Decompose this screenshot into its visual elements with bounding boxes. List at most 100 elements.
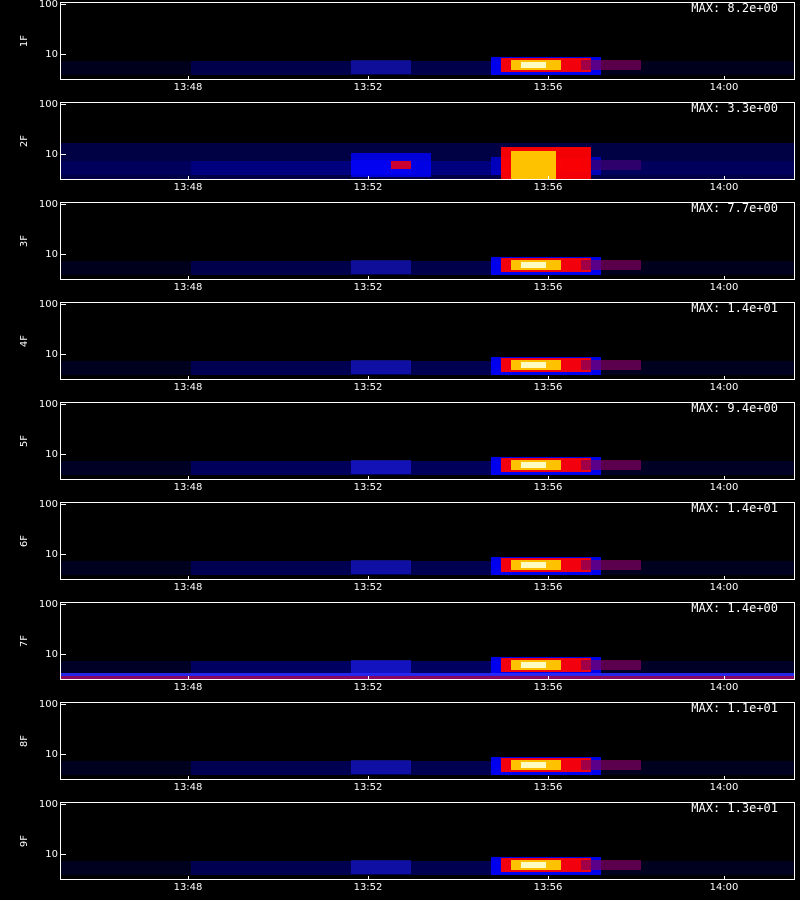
y-tick-mark <box>60 54 66 55</box>
intensity-region <box>521 362 546 368</box>
panel-ylabel: 7F <box>19 634 30 648</box>
y-tick-mark <box>60 354 66 355</box>
x-tick-label: 13:56 <box>533 82 563 93</box>
x-tick-mark <box>548 676 549 680</box>
max-value-label: MAX: 9.4e+00 <box>691 401 778 415</box>
detector-panel: 8F 10 100 13:48 13:52 13:56 14:00 MAX: 1.1e+01 <box>0 700 800 800</box>
x-tick-label: 13:48 <box>173 482 203 493</box>
x-tick-mark <box>548 776 549 780</box>
detector-panel: 4F 10 100 13:48 13:52 13:56 14:00 MAX: 1.4e+01 <box>0 300 800 400</box>
x-tick-label: 14:00 <box>709 482 739 493</box>
panel-ylabel: 1F <box>19 34 30 48</box>
y-tick-mark <box>60 704 66 705</box>
panel-ylabel: 8F <box>19 734 30 748</box>
max-value-label: MAX: 1.4e+01 <box>691 501 778 515</box>
x-tick-mark <box>368 76 369 80</box>
detector-panel: 5F 10 100 13:48 13:52 13:56 14:00 MAX: 9.4e+00 <box>0 400 800 500</box>
y-tick-label: 10 <box>45 49 58 60</box>
x-tick-label: 14:00 <box>709 582 739 593</box>
y-tick-mark <box>60 4 66 5</box>
x-tick-mark <box>548 76 549 80</box>
spectrogram-plot <box>60 2 795 80</box>
x-tick-mark <box>724 476 725 480</box>
spectrogram-plot <box>60 302 795 380</box>
x-tick-mark <box>188 76 189 80</box>
spectrogram-svg <box>61 757 794 775</box>
x-tick-mark <box>368 776 369 780</box>
intensity-region <box>351 360 411 374</box>
intensity-region <box>521 62 546 68</box>
x-tick-label: 13:52 <box>353 582 383 593</box>
intensity-region <box>521 762 546 768</box>
x-tick-mark <box>368 476 369 480</box>
intensity-region <box>351 760 411 774</box>
x-tick-mark <box>188 876 189 880</box>
max-value-label: MAX: 1.1e+01 <box>691 701 778 715</box>
y-tick-label: 10 <box>45 849 58 860</box>
x-tick-label: 13:52 <box>353 382 383 393</box>
x-tick-mark <box>548 576 549 580</box>
y-tick-label: 10 <box>45 449 58 460</box>
x-tick-label: 14:00 <box>709 782 739 793</box>
panel-ylabel: 3F <box>19 234 30 248</box>
x-tick-mark <box>188 376 189 380</box>
y-tick-mark <box>60 854 66 855</box>
x-tick-mark <box>724 176 725 180</box>
spectrogram-plot <box>60 602 795 680</box>
detector-panel: 9F 10 100 13:48 13:52 13:56 14:00 MAX: 1.3e+01 <box>0 800 800 900</box>
x-tick-label: 13:56 <box>533 582 563 593</box>
x-tick-label: 13:52 <box>353 182 383 193</box>
y-tick-label: 100 <box>38 699 58 710</box>
x-tick-mark <box>548 476 549 480</box>
intensity-region <box>521 862 546 868</box>
y-tick-mark <box>60 504 66 505</box>
x-tick-mark <box>368 876 369 880</box>
y-tick-label: 100 <box>38 799 58 810</box>
y-tick-label: 10 <box>45 649 58 660</box>
spectrogram-svg <box>61 143 794 179</box>
spectrogram-plot <box>60 702 795 780</box>
intensity-region <box>581 60 641 70</box>
detector-panel: 2F 10 100 13:48 13:52 13:56 14:00 MAX: 3.3e+00 <box>0 100 800 200</box>
x-tick-label: 13:52 <box>353 782 383 793</box>
y-tick-label: 10 <box>45 349 58 360</box>
y-tick-mark <box>60 104 66 105</box>
max-value-label: MAX: 1.3e+01 <box>691 801 778 815</box>
spectrogram-svg <box>61 57 794 75</box>
x-tick-label: 14:00 <box>709 82 739 93</box>
x-tick-label: 14:00 <box>709 382 739 393</box>
x-tick-mark <box>188 176 189 180</box>
spectrogram-plot <box>60 402 795 480</box>
x-tick-label: 13:56 <box>533 882 563 893</box>
x-tick-label: 13:52 <box>353 82 383 93</box>
x-tick-mark <box>368 676 369 680</box>
intensity-region <box>351 460 411 474</box>
intensity-region <box>581 360 641 370</box>
x-tick-label: 13:56 <box>533 682 563 693</box>
y-tick-mark <box>60 204 66 205</box>
x-tick-mark <box>724 276 725 280</box>
intensity-region <box>351 660 411 674</box>
intensity-region <box>511 151 556 179</box>
spectrogram-plot <box>60 502 795 580</box>
x-tick-mark <box>188 776 189 780</box>
spectrogram-plot <box>60 802 795 880</box>
x-tick-label: 13:56 <box>533 382 563 393</box>
x-tick-mark <box>724 876 725 880</box>
detector-panel: 3F 10 100 13:48 13:52 13:56 14:00 MAX: 7.7e+00 <box>0 200 800 300</box>
spectrogram-svg <box>61 257 794 275</box>
x-tick-mark <box>368 176 369 180</box>
max-value-label: MAX: 7.7e+00 <box>691 201 778 215</box>
intensity-region <box>581 560 641 570</box>
intensity-region <box>521 462 546 468</box>
y-tick-mark <box>60 304 66 305</box>
x-tick-label: 13:48 <box>173 182 203 193</box>
x-tick-mark <box>724 576 725 580</box>
y-tick-label: 10 <box>45 249 58 260</box>
x-tick-mark <box>188 476 189 480</box>
max-value-label: MAX: 3.3e+00 <box>691 101 778 115</box>
x-tick-mark <box>368 376 369 380</box>
spectrogram-svg <box>61 457 794 475</box>
panel-ylabel: 9F <box>19 834 30 848</box>
panel-ylabel: 2F <box>19 134 30 148</box>
